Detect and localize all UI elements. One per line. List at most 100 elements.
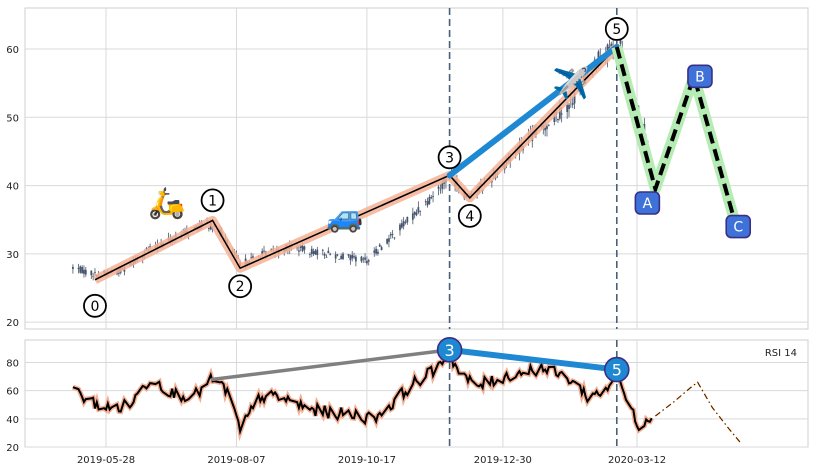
y-tick-label: 60 xyxy=(6,387,19,398)
candle-body xyxy=(323,253,326,256)
candle-body xyxy=(573,92,576,104)
wave-marker-4: 4 xyxy=(457,203,482,228)
candle-body xyxy=(252,256,254,259)
rsi-projection-core xyxy=(655,381,742,445)
candle-body xyxy=(312,251,315,255)
candle-body xyxy=(303,246,306,250)
wave-marker-circle xyxy=(228,274,253,299)
candle-body xyxy=(393,237,396,239)
candle-body xyxy=(439,189,442,191)
candle-body xyxy=(571,103,574,105)
rsi-wave-marker-label: 5 xyxy=(612,361,622,380)
wave-marker-1: 1 xyxy=(200,188,225,213)
candle-body xyxy=(72,266,74,269)
price-frame xyxy=(24,7,809,330)
corrective-marker-A: A xyxy=(634,191,661,215)
candle-body xyxy=(84,269,87,275)
candle-body xyxy=(378,244,381,247)
corrective-marker-label: C xyxy=(733,220,743,236)
candle-body xyxy=(336,254,339,256)
rsi-title: RSI 14 xyxy=(765,348,797,359)
y-tick-label: 20 xyxy=(6,443,19,454)
wave-marker-label: 2 xyxy=(236,279,245,295)
candle-body xyxy=(557,119,559,121)
candle-body xyxy=(362,258,365,260)
corrective-marker-box xyxy=(725,214,752,239)
candle-body xyxy=(299,245,302,248)
wave-marker-2: 2 xyxy=(228,274,253,299)
wave-marker-circle xyxy=(200,188,225,213)
candle-body xyxy=(608,47,611,49)
candle-body xyxy=(404,221,407,223)
wave-marker-3: 3 xyxy=(437,145,462,170)
scooter-icon: 🛵 xyxy=(148,186,185,221)
divergence-line xyxy=(210,348,452,382)
candle-body xyxy=(351,254,354,259)
wave-marker-circle xyxy=(83,293,107,318)
candle-body xyxy=(79,266,82,273)
price-panel: 20 30 40 50 60 🛵 🚙 ✈️ 0 1 2 3 4 5 A B C xyxy=(6,7,809,330)
wave-marker-label: 0 xyxy=(91,299,100,315)
divergence-line xyxy=(446,346,620,373)
x-tick-label: 2020-03-12 xyxy=(608,455,666,466)
y-tick-label: 30 xyxy=(6,250,19,261)
candle-body xyxy=(424,201,427,203)
airplane-icon: ✈️ xyxy=(552,64,589,101)
wave-marker-label: 4 xyxy=(465,209,474,225)
candle-body xyxy=(360,256,363,262)
candle-body xyxy=(298,250,300,252)
candle-body xyxy=(338,258,341,260)
candle-body xyxy=(413,211,416,215)
candle-body xyxy=(94,271,96,273)
rsi-wave-marker-circle xyxy=(436,337,463,363)
candle-body xyxy=(417,207,420,213)
candle-body xyxy=(406,216,409,223)
y-tick-label: 40 xyxy=(6,415,19,426)
candle-body xyxy=(386,239,389,244)
rsi-frame xyxy=(24,339,809,448)
candle-body xyxy=(309,254,311,256)
candle-body xyxy=(90,270,93,276)
candle-body xyxy=(568,104,570,109)
rsi-wave-marker-label: 3 xyxy=(444,341,454,360)
wave-marker-label: 1 xyxy=(208,193,217,209)
y-tick-label: 20 xyxy=(6,318,19,329)
candle-body xyxy=(342,253,344,260)
candle-body xyxy=(553,115,556,122)
candle-body xyxy=(544,128,547,131)
candle-body xyxy=(399,224,401,231)
x-tick-label: 2019-12-30 xyxy=(474,455,532,466)
candle-body xyxy=(364,257,366,260)
candle-body xyxy=(250,257,253,259)
rsi-wave-marker-3: 3 xyxy=(436,337,463,363)
candle-body xyxy=(81,267,84,274)
candle-body xyxy=(558,107,561,119)
candle-body xyxy=(301,245,304,252)
candle-body xyxy=(340,255,343,260)
candle-body xyxy=(327,250,330,254)
corrective-marker-C: C xyxy=(725,214,752,239)
candle-body xyxy=(419,210,422,212)
candle-body xyxy=(329,253,332,255)
wave-marker-circle xyxy=(437,145,462,170)
candle-body xyxy=(373,250,376,253)
candle-body xyxy=(149,246,151,248)
wave-marker-label: 3 xyxy=(445,150,454,166)
wave-marker-circle xyxy=(457,203,482,228)
candle-body xyxy=(411,213,414,220)
car-icon: 🚙 xyxy=(326,200,363,235)
candle-body xyxy=(310,248,313,254)
x-tick-label: 2019-10-17 xyxy=(338,455,396,466)
candle-body xyxy=(334,254,337,259)
impulse-wave-line xyxy=(94,46,618,281)
wave-marker-label: 5 xyxy=(612,22,621,38)
rsi-line xyxy=(72,351,653,436)
candle-body xyxy=(261,251,264,255)
candle-body xyxy=(597,51,600,62)
candle-body xyxy=(391,233,394,235)
candle-body xyxy=(377,251,379,254)
candle-body xyxy=(619,39,622,44)
wave-marker-0: 0 xyxy=(83,293,107,318)
candle-body xyxy=(389,234,392,236)
